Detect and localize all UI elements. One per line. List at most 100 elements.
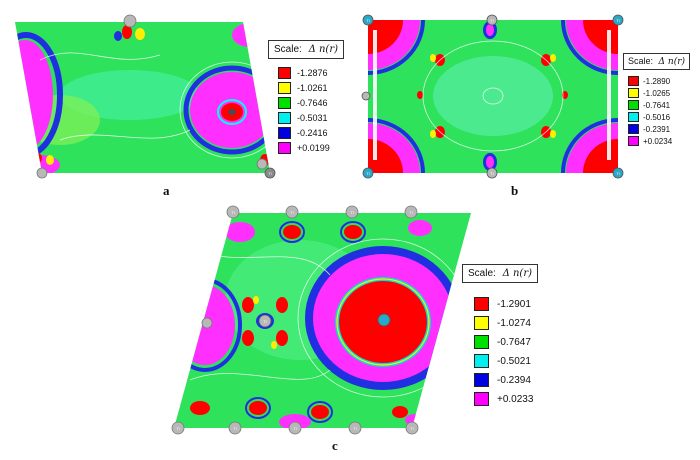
atom-c-3-label: Ti (350, 210, 353, 215)
legend-a-row-4: -0.5031 (278, 112, 344, 124)
legend-b-value-6: +0.0234 (643, 136, 673, 146)
atom-b-5 (486, 167, 498, 179)
legend-a-swatch-6 (278, 142, 291, 154)
legend-b-swatch-4 (628, 112, 639, 122)
atom-c-7 (288, 421, 302, 435)
atom-a-3 (256, 158, 268, 170)
legend-c-row-3: -0.7647 (474, 335, 538, 349)
atom-c-8-label: Ti (353, 426, 356, 431)
legend-a-swatch-5 (278, 127, 291, 139)
atom-b-4-label: Ti (366, 171, 369, 176)
legend-b-row-3: -0.7641 (628, 100, 690, 110)
atom-c-9-label: Ti (410, 426, 413, 431)
legend-c-swatch-6 (474, 392, 489, 406)
atom-c-10 (201, 317, 213, 329)
legend-a-swatch-3 (278, 97, 291, 109)
legend-a-row-6: +0.0199 (278, 142, 344, 154)
legend-c-scale-label: Scale: (468, 268, 496, 279)
atom-c-3 (345, 205, 359, 219)
legend-a-row-1: -1.2876 (278, 67, 344, 79)
atom-c-1-label: Ti (231, 210, 234, 215)
atom-a-1 (123, 14, 137, 28)
legend-b-value-3: -0.7641 (643, 100, 671, 110)
legend-c-row-5: -0.2394 (474, 373, 538, 387)
legend-a-row-3: -0.7646 (278, 97, 344, 109)
atom-a-2 (36, 167, 48, 179)
atom-c-6 (228, 421, 242, 435)
atom-a-4 (264, 167, 276, 179)
legend-b-swatch-3 (628, 100, 639, 110)
atom-c-2 (285, 205, 299, 219)
legend-b-row-1: -1.2890 (628, 76, 690, 86)
atom-b-7 (361, 91, 371, 101)
legend-a-title: Scale: Δ n(r) (268, 40, 345, 59)
atom-c-center-label: Ti (263, 319, 266, 324)
atom-b-6-label: Ti (616, 171, 619, 176)
legend-a-swatch-2 (278, 82, 291, 94)
atom-c-2-label: Ti (290, 210, 293, 215)
legend-a-row-2: -1.0261 (278, 82, 344, 94)
atom-c-5-label: Ti (176, 426, 179, 431)
atom-b-5-label: Ti (490, 171, 493, 176)
legend-a-scale-label: Scale: (274, 44, 302, 55)
legend-b-swatch-1 (628, 76, 639, 86)
atom-c-4-label: Ti (409, 210, 412, 215)
legend-a-value-2: -1.0261 (297, 83, 328, 93)
legend-b-symbol: Δ n(r) (658, 57, 686, 67)
legend-a-row-5: -0.2416 (278, 127, 344, 139)
legend-c-swatch-3 (474, 335, 489, 349)
legend-c-title: Scale: Δ n(r) (462, 264, 539, 283)
atom-a-4-label: Ti (268, 171, 271, 176)
legend-b-swatch-5 (628, 124, 639, 134)
legend-c: Scale: Δ n(r) -1.2901 -1.0274 -0.7647 -0… (462, 264, 539, 406)
legend-b: Scale: Δ n(r) -1.2890 -1.0265 -0.7641 -0… (623, 53, 691, 146)
atom-b-2-label: Ti (490, 18, 493, 23)
legend-b-value-4: -0.5016 (643, 112, 671, 122)
legend-c-value-2: -1.0274 (497, 317, 531, 329)
legend-a-value-4: -0.5031 (297, 113, 328, 123)
legend-a-value-3: -0.7646 (297, 98, 328, 108)
caption-a: a (163, 183, 170, 198)
legend-b-scale-label: Scale: (628, 56, 654, 66)
atom-c-8 (348, 421, 362, 435)
legend-a-swatch-4 (278, 112, 291, 124)
legend-b-row-5: -0.2391 (628, 124, 690, 134)
legend-c-swatch-5 (474, 373, 489, 387)
legend-a-value-1: -1.2876 (297, 68, 328, 78)
atom-c-9 (405, 421, 419, 435)
caption-b: b (511, 183, 519, 198)
atom-c-1 (226, 205, 240, 219)
legend-c-swatch-4 (474, 354, 489, 368)
legend-c-row-1: -1.2901 (474, 297, 538, 311)
atom-b-1 (362, 14, 374, 26)
caption-c: c (332, 438, 338, 453)
legend-a-value-5: -0.2416 (297, 128, 328, 138)
legend-c-value-6: +0.0233 (497, 393, 534, 405)
atom-c-6-label: Ti (233, 426, 236, 431)
atom-b-1-label: Ti (366, 18, 369, 23)
legend-c-row-4: -0.5021 (474, 354, 538, 368)
legend-a-swatch-1 (278, 67, 291, 79)
atom-c-4 (404, 205, 418, 219)
legend-a: Scale: Δ n(r) -1.2876 -1.0261 -0.7646 -0… (268, 40, 345, 154)
legend-c-swatch-2 (474, 316, 489, 330)
legend-b-value-5: -0.2391 (643, 124, 671, 134)
legend-c-swatch-1 (474, 297, 489, 311)
legend-a-symbol: Δ n(r) (308, 44, 339, 55)
legend-c-value-5: -0.2394 (497, 374, 531, 386)
atom-c-5 (171, 421, 185, 435)
legend-b-swatch-6 (628, 136, 639, 146)
legend-b-row-4: -0.5016 (628, 112, 690, 122)
legend-b-swatch-2 (628, 88, 639, 98)
legend-c-row-6: +0.0233 (474, 392, 538, 406)
legend-c-row-2: -1.0274 (474, 316, 538, 330)
legend-a-value-6: +0.0199 (297, 143, 330, 153)
atom-b-6 (612, 167, 624, 179)
legend-b-row-6: +0.0234 (628, 136, 690, 146)
legend-c-value-1: -1.2901 (497, 298, 531, 310)
atom-b-3-label: Ti (616, 18, 619, 23)
legend-c-value-3: -0.7647 (497, 336, 531, 348)
